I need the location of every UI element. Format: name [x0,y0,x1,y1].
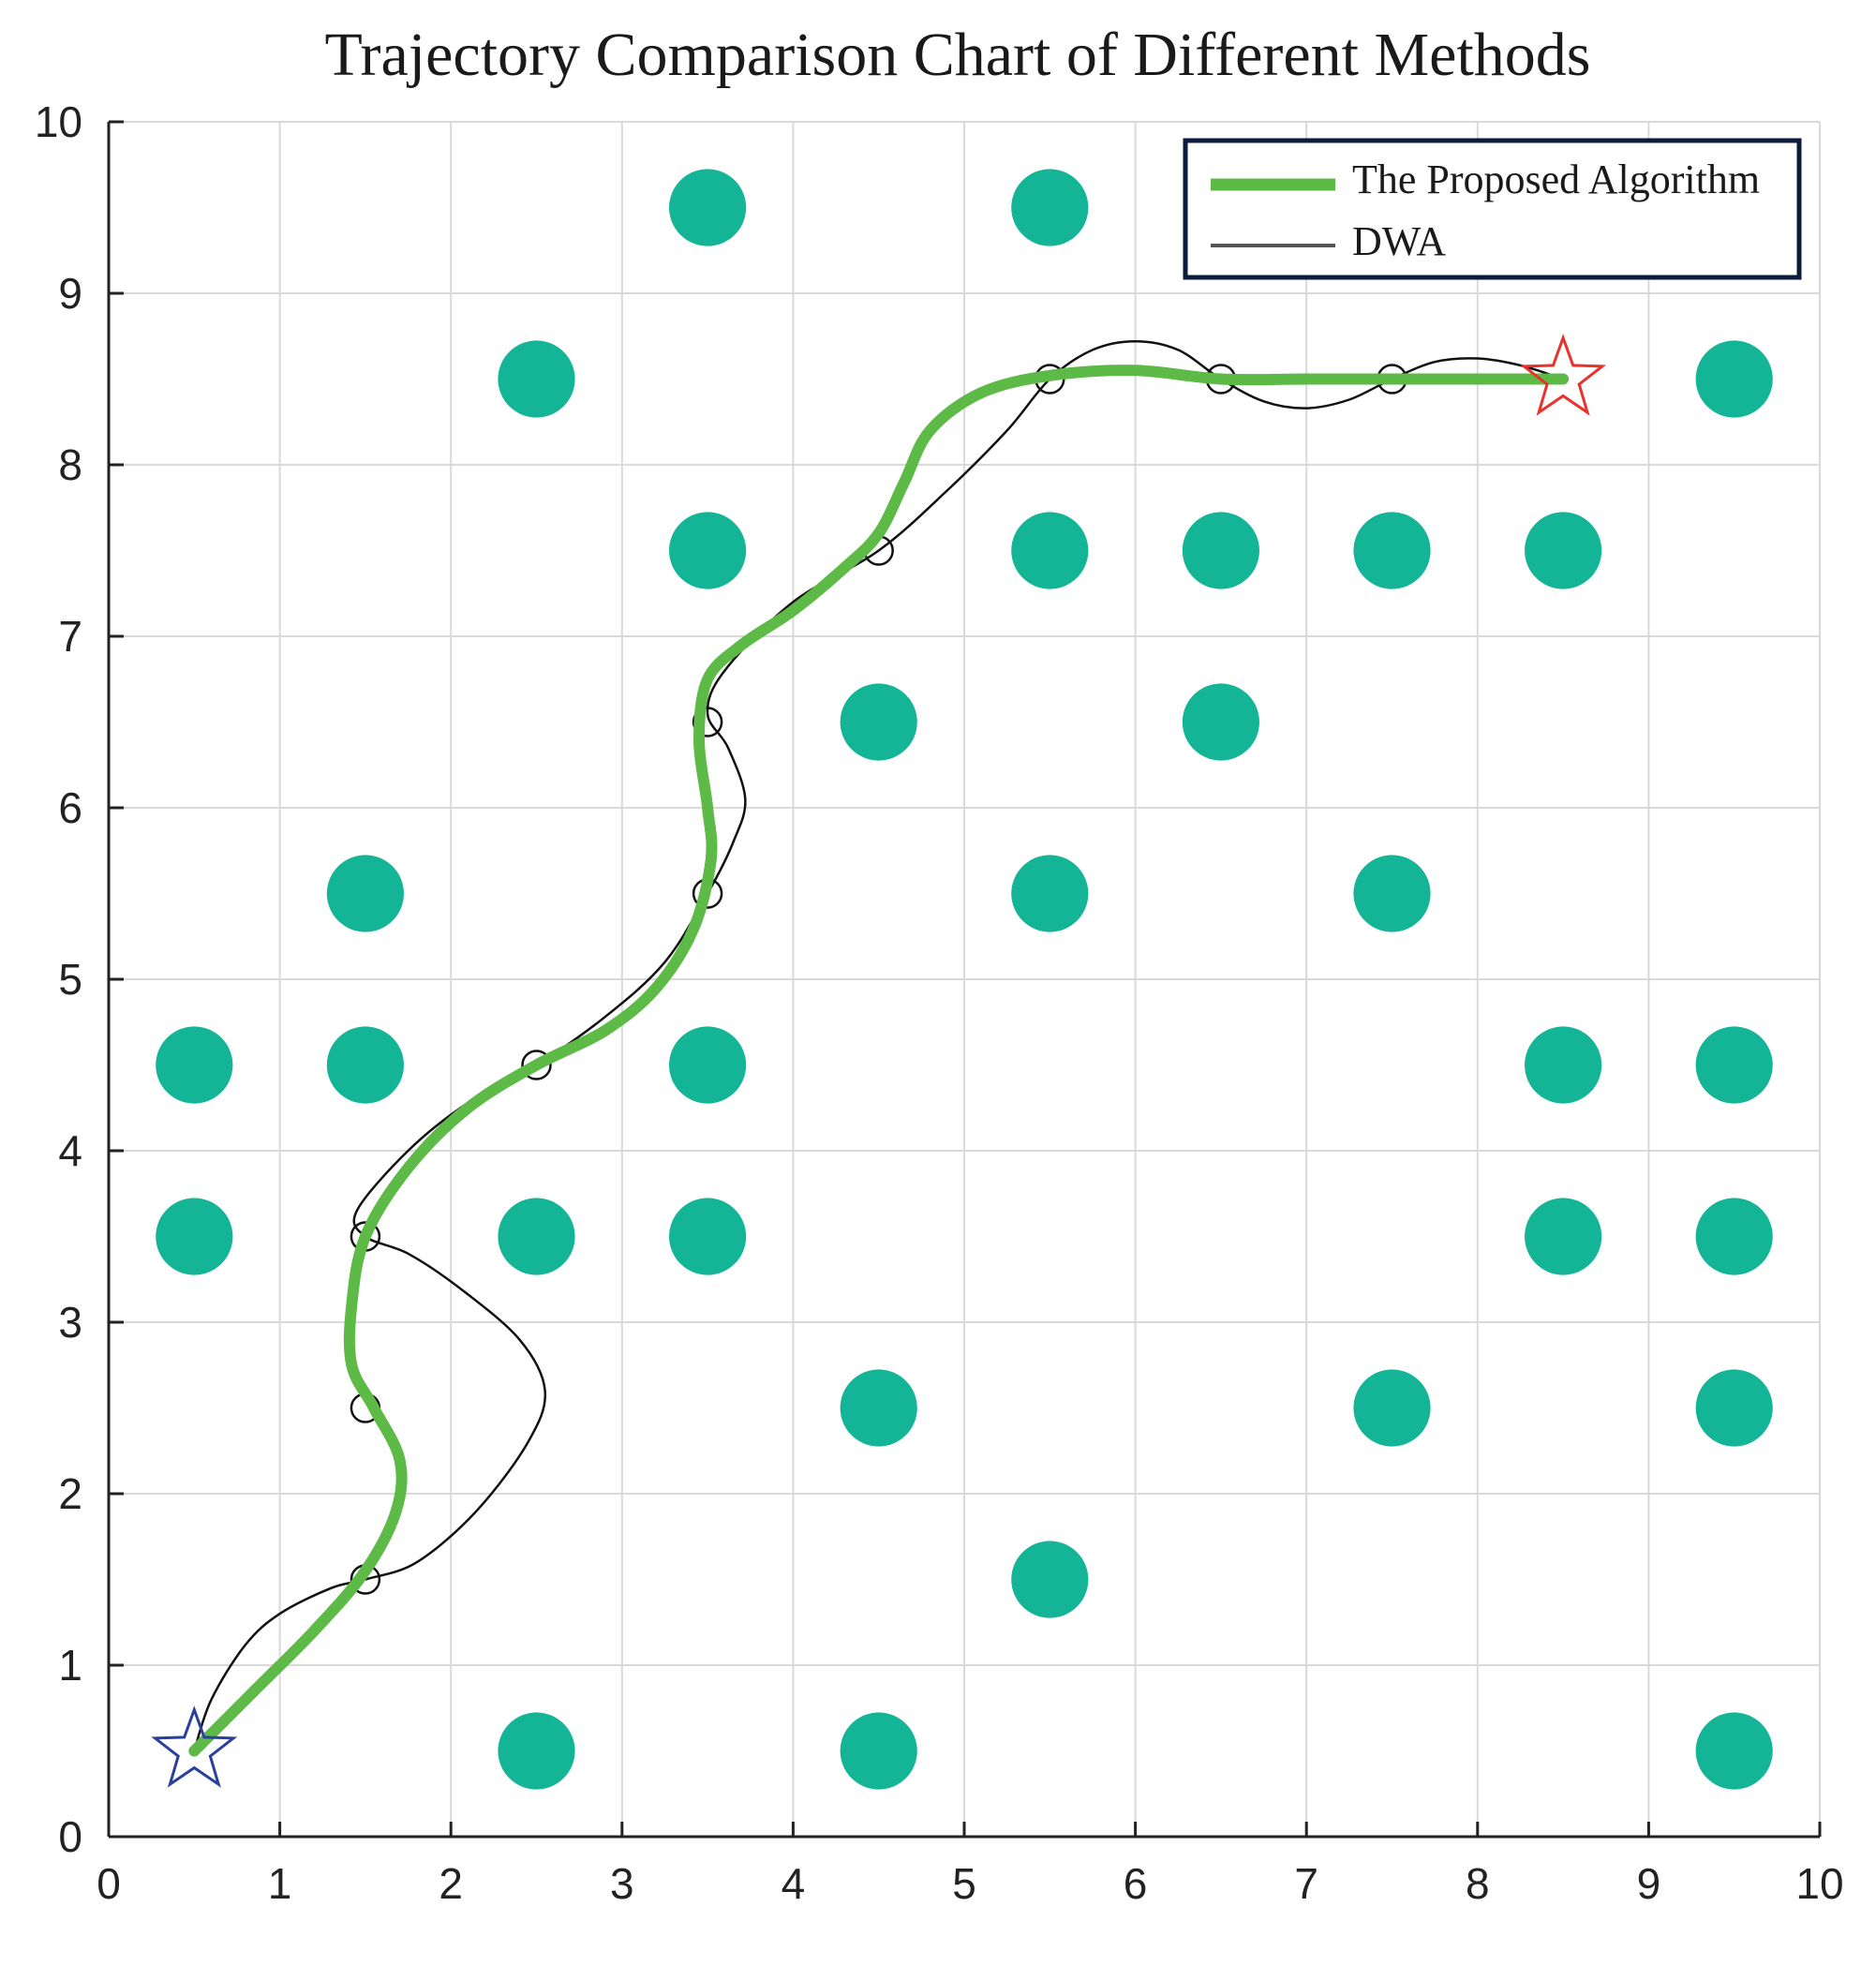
obstacle-point [1011,855,1089,932]
y-tick-label: 5 [58,955,82,1004]
obstacle-point [1011,1541,1089,1618]
obstacle-point [1011,169,1089,246]
y-tick-label: 8 [58,440,82,489]
obstacle-point [498,340,575,418]
obstacle-point [156,1026,233,1104]
goal-star-icon [1520,334,1607,416]
y-tick-label: 3 [58,1298,82,1347]
dwa-line [193,339,1564,1751]
x-tick-label: 6 [1124,1859,1148,1908]
y-tick-label: 1 [58,1641,82,1690]
legend-box [1183,138,1802,280]
legend-label-proposed: The Proposed Algorithm [1352,156,1760,202]
obstacle-point [498,1198,575,1275]
obstacle-point [326,1026,404,1104]
x-tick-label: 1 [268,1859,292,1908]
obstacle-point [1525,1026,1602,1104]
obstacle-point [326,855,404,932]
y-tick-label: 6 [58,783,82,832]
obstacle-point [1353,512,1431,589]
obstacle-point [1525,1198,1602,1275]
start-star-icon [151,1705,238,1788]
axes: 0 1 2 3 4 5 6 7 8 9 10 0 1 2 3 4 5 6 7 8 9 10 [35,97,1844,1908]
obstacle-point [1695,1198,1773,1275]
obstacle-point [156,1198,233,1275]
obstacle-point [1353,1369,1431,1447]
obstacle-point [1182,512,1259,589]
obstacle-point [1182,683,1259,761]
obstacle-point [1011,512,1089,589]
y-tick-label: 7 [58,612,82,661]
proposed-series [188,365,1570,1757]
obstacle-point [669,1198,747,1275]
x-tick-label: 10 [1795,1859,1843,1908]
obstacle-point [498,1712,575,1790]
obstacle-point [1695,340,1773,418]
proposed-line [188,365,1570,1757]
dwa-waypoint [521,1050,552,1080]
x-tick-label: 8 [1466,1859,1490,1908]
start-goal-markers [151,334,1607,1788]
obstacle-point [840,1369,917,1447]
obstacle-point [840,683,917,761]
obstacle-point [1695,1712,1773,1790]
legend-label-dwa: DWA [1352,218,1446,264]
obstacle-point [669,1026,747,1104]
x-tick-label: 0 [97,1859,121,1908]
dwa-waypoint [692,707,723,737]
x-tick-label: 7 [1294,1859,1318,1908]
y-tick-label: 0 [58,1812,82,1861]
obstacle-point [669,512,747,589]
x-tick-label: 9 [1637,1859,1661,1908]
obstacle-point [669,169,747,246]
obstacle-point [1525,512,1602,589]
y-tick-label: 2 [58,1469,82,1518]
x-tick-label: 5 [952,1859,976,1908]
obstacle-point [1695,1026,1773,1104]
chart-title: Trajectory Comparison Chart of Different… [325,21,1591,89]
x-tick-label: 4 [782,1859,806,1908]
x-tick-label: 3 [610,1859,634,1908]
obstacle-point [1695,1369,1773,1447]
obstacle-point [840,1712,917,1790]
obstacles [156,169,1773,1790]
obstacle-point [1353,855,1431,932]
y-tick-label: 10 [35,97,82,146]
legend: The Proposed Algorithm DWA [1183,138,1802,280]
y-tick-label: 9 [58,269,82,318]
x-tick-label: 2 [439,1859,463,1908]
y-tick-label: 4 [58,1126,82,1175]
